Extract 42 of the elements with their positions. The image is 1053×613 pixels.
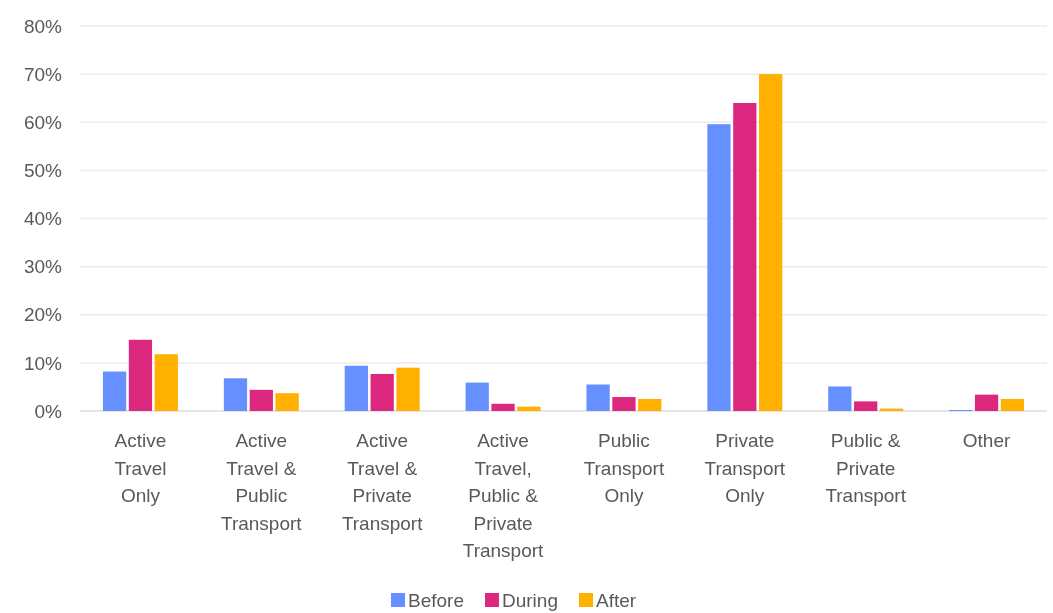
legend-label: Before <box>408 589 464 611</box>
bar <box>396 367 420 411</box>
bar <box>128 339 153 411</box>
y-tick-label: 40% <box>23 208 63 230</box>
bar <box>759 74 783 411</box>
y-tick-label: 20% <box>23 304 63 326</box>
y-tick-label: 10% <box>23 352 63 374</box>
x-tick-label: Public Transport Only <box>583 430 665 506</box>
bar <box>612 397 636 411</box>
legend-label: During <box>502 589 558 611</box>
bar <box>223 378 248 411</box>
x-tick-label: Public & Private Transport <box>825 430 907 506</box>
bar <box>344 365 368 411</box>
bar <box>370 373 394 411</box>
bar <box>275 393 299 411</box>
y-tick-label: 70% <box>23 63 63 85</box>
x-tick-label: Active Travel & Private Transport <box>341 430 424 534</box>
x-tick-label: Active Travel, Public & Private Transport <box>462 430 545 561</box>
bar <box>638 398 662 411</box>
bar <box>465 382 489 411</box>
bar <box>828 386 852 411</box>
bar <box>733 103 757 411</box>
x-tick-label: Other <box>962 430 1011 451</box>
bar <box>586 384 610 411</box>
bar <box>102 371 127 411</box>
y-tick-label: 80% <box>23 15 63 37</box>
y-tick-label: 50% <box>23 160 63 182</box>
y-tick-label: 60% <box>23 111 63 133</box>
x-tick-label: Private Transport Only <box>704 430 786 506</box>
bar <box>154 354 178 411</box>
y-tick-label: 30% <box>23 256 63 278</box>
bar <box>1000 398 1025 411</box>
bar <box>491 403 515 411</box>
bar <box>974 394 999 411</box>
bar <box>249 389 273 411</box>
bar <box>707 124 731 411</box>
legend-label: After <box>596 589 637 611</box>
bar <box>854 401 878 411</box>
y-tick-label: 0% <box>34 400 63 422</box>
x-tick-label: Active Travel Only <box>114 430 167 506</box>
bar <box>517 406 541 411</box>
x-tick-label: Active Travel & Public Transport <box>221 430 303 534</box>
